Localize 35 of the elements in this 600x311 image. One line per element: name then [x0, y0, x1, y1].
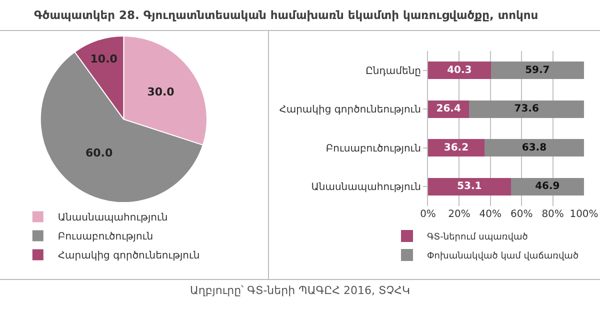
legend-label: Անասնապահություն [58, 212, 168, 224]
legend-label: Հարակից գործունեություն [58, 250, 200, 262]
y-tick-label: Ընդամենը [366, 66, 421, 77]
text: Աղբյուրը՝ ԳՏ-ների ՊԱԳԸՀ 2016, ՏՉՀԿ [0, 279, 600, 302]
data-label: 73.6 [514, 104, 539, 115]
legend-label: Փոխանակված կամ վաճառված [427, 252, 579, 262]
legend-label: ԳՏ-ներում սպառված [427, 232, 528, 243]
data-label: 63.8 [522, 142, 547, 154]
x-tick-label: 0% [420, 209, 436, 220]
y-tick-label: Բուսաբուծություն [326, 143, 421, 154]
bar [428, 62, 491, 80]
data-label: 26.4 [436, 104, 461, 115]
text: Գծապատկեր 28. Գյուղատնտեսական համախառն եկամտի կառուցվածքը, տոկոս [0, 0, 600, 31]
bar [469, 100, 584, 118]
bar [490, 62, 584, 80]
x-tick-label: 80% [542, 209, 564, 220]
x-tick-label: 20% [448, 209, 470, 220]
y-tick-label: Անասնապահություն [311, 182, 421, 194]
data-label: 60.0 [85, 146, 113, 160]
data-label: 46.9 [535, 181, 560, 192]
bar [484, 139, 584, 157]
data-label: 10.0 [90, 52, 118, 66]
bar [428, 139, 484, 157]
data-label: 30.0 [147, 86, 175, 99]
data-label: 36.2 [444, 142, 469, 154]
x-tick-label: 40% [479, 209, 502, 220]
data-label: 40.3 [447, 64, 472, 76]
data-label: 53.1 [457, 181, 482, 192]
bar [428, 178, 511, 196]
data-label: 59.7 [525, 64, 550, 76]
x-tick-label: 100% [570, 209, 598, 220]
y-tick-label: Հարակից գործունեություն [279, 104, 421, 116]
bar [510, 178, 584, 196]
legend-label: Բուսաբուծություն [58, 232, 154, 243]
x-tick-label: 60% [510, 209, 533, 220]
